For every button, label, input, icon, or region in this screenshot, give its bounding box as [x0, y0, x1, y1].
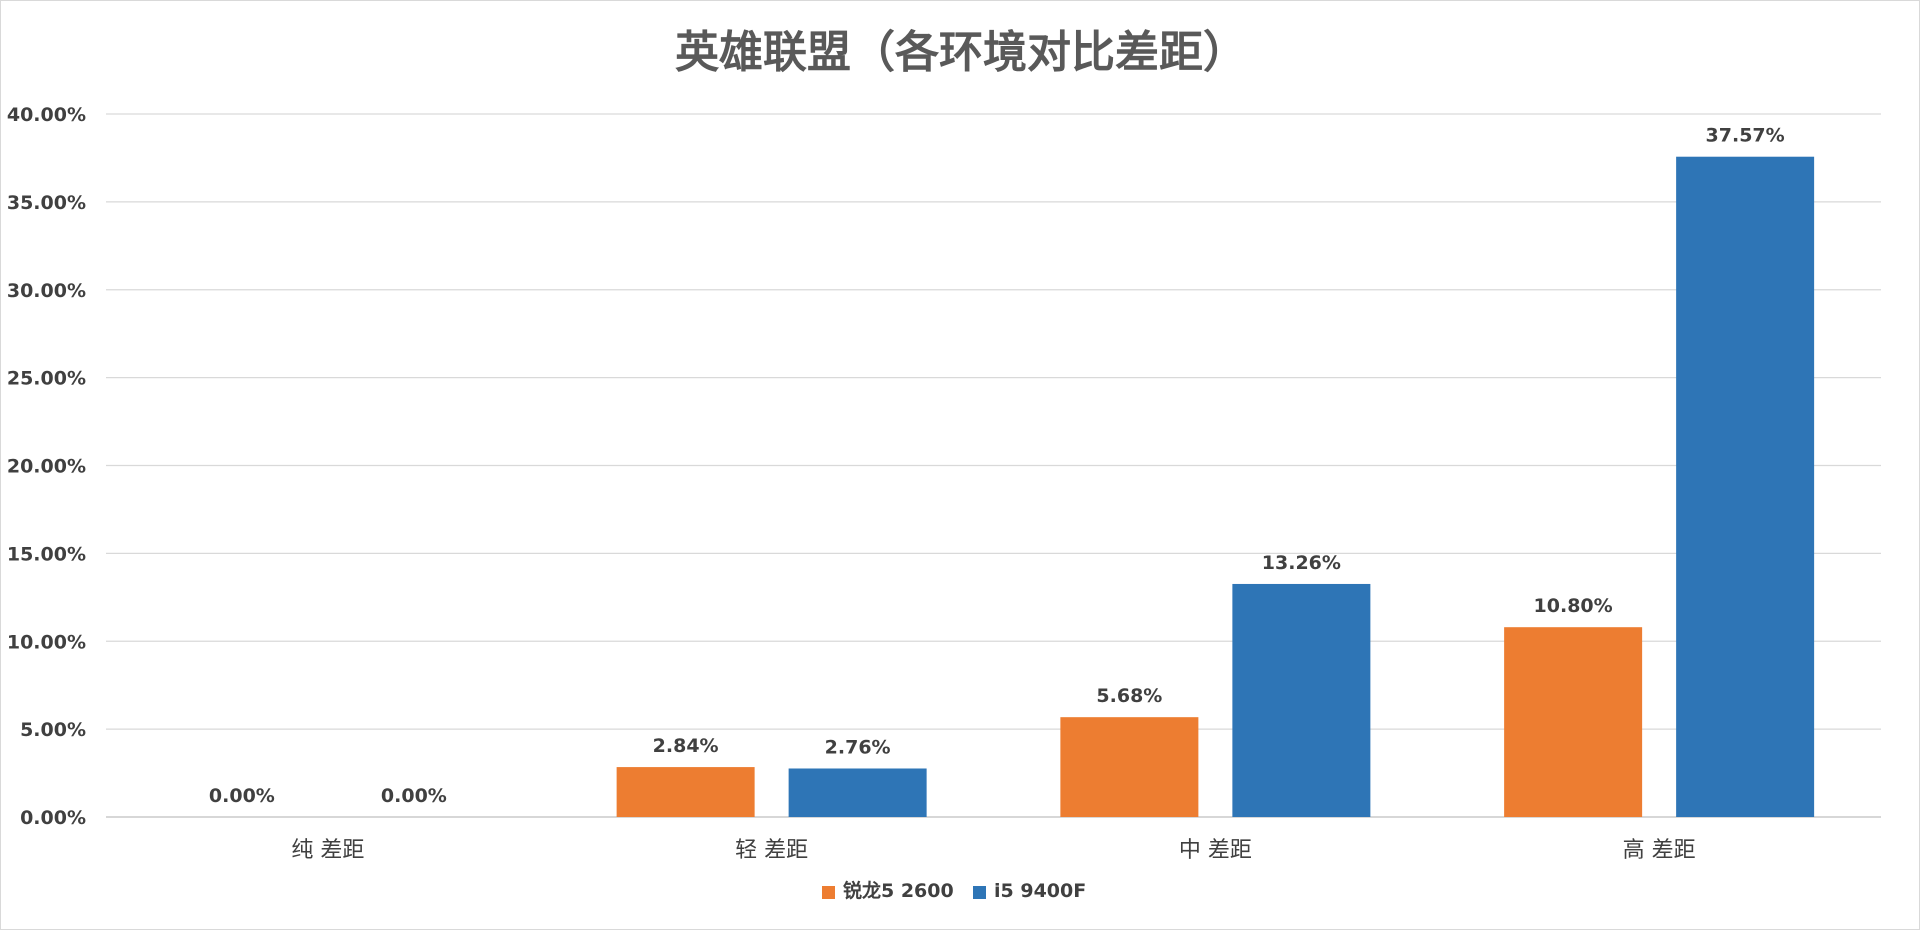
y-axis-ticks: 0.00% 5.00% 10.00% 15.00% 20.00% 25.00% 30.00%… [7, 104, 86, 829]
data-label: 13.26% [1262, 552, 1341, 574]
y-tick-label: 0.00% [20, 807, 86, 829]
legend: 锐龙5 2600 i5 9400F [822, 879, 1086, 902]
y-tick-label: 15.00% [7, 543, 86, 565]
legend-label: i5 9400F [994, 880, 1086, 902]
y-tick-label: 30.00% [7, 280, 86, 302]
legend-label: 锐龙5 2600 [843, 879, 954, 902]
data-label: 10.80% [1534, 595, 1613, 617]
bar [1504, 627, 1643, 817]
legend-swatch [822, 886, 835, 899]
gridlines [106, 113, 1881, 818]
bar [616, 767, 755, 817]
legend-swatch [973, 886, 986, 899]
bar [788, 768, 927, 817]
data-labels: 0.00% 0.00% 2.84% 2.76% 5.68% 13.26% 10.80% 37.… [209, 125, 1785, 807]
data-label: 0.00% [209, 785, 275, 807]
data-label: 2.76% [825, 736, 891, 758]
data-label: 0.00% [381, 785, 447, 807]
x-tick-label: 纯 差距 [291, 838, 364, 863]
y-tick-label: 25.00% [7, 368, 86, 390]
x-tick-label: 中 差距 [1179, 838, 1252, 863]
data-label: 2.84% [653, 735, 719, 757]
bar [1060, 717, 1199, 817]
y-tick-label: 20.00% [7, 456, 86, 478]
bar [1676, 156, 1815, 817]
y-tick-label: 35.00% [7, 192, 86, 214]
bar [1232, 583, 1371, 817]
chart-title: 英雄联盟（各环境对比差距） [675, 27, 1247, 78]
x-axis-categories: 纯 差距 轻 差距 中 差距 高 差距 [291, 838, 1695, 863]
y-tick-label: 5.00% [20, 719, 86, 741]
data-label: 37.57% [1706, 125, 1785, 147]
y-tick-label: 10.00% [7, 631, 86, 653]
bars [616, 156, 1815, 817]
x-tick-label: 高 差距 [1623, 838, 1696, 863]
data-label: 5.68% [1096, 685, 1162, 707]
x-tick-label: 轻 差距 [735, 838, 808, 863]
y-tick-label: 40.00% [7, 104, 86, 126]
